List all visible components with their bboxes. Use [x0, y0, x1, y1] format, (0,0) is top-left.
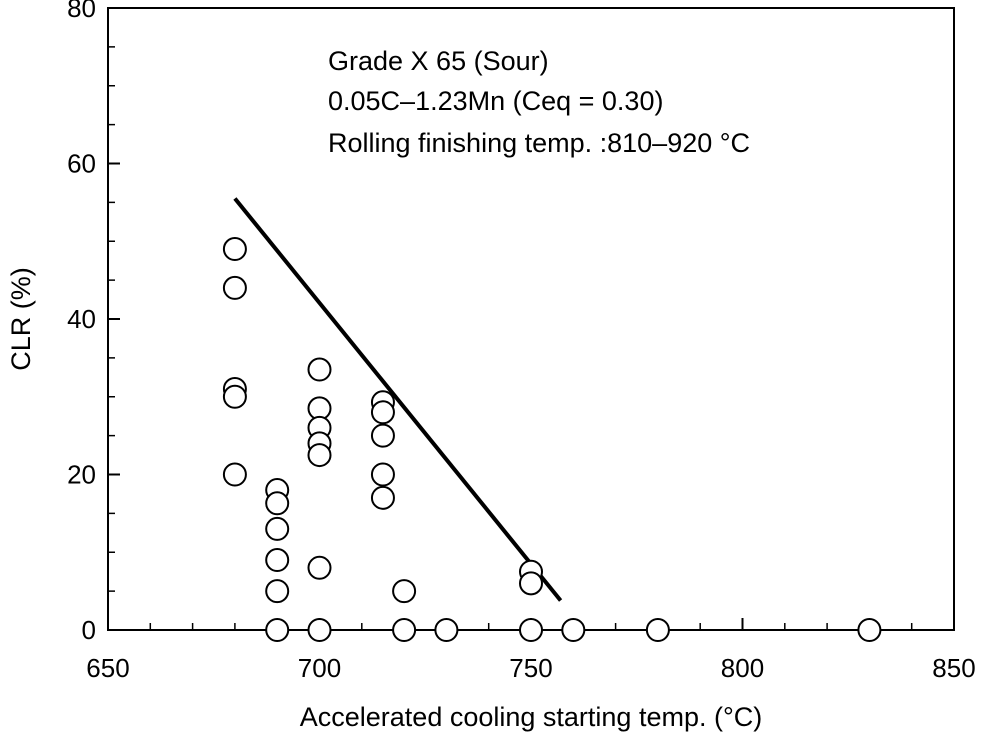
data-point — [222, 384, 247, 409]
y-axis-title: CLR (%) — [6, 267, 36, 371]
trend-line — [233, 197, 563, 602]
x-tick-label: 700 — [298, 653, 341, 683]
annotation-grade: Grade X 65 (Sour) — [328, 46, 549, 76]
y-tick-label: 40 — [67, 304, 96, 334]
data-point — [370, 400, 395, 425]
data-point — [265, 548, 290, 573]
annotation-rolling-temp: Rolling finishing temp. :810–920 °C — [328, 128, 750, 158]
data-points — [222, 237, 882, 642]
data-point — [222, 462, 247, 487]
data-point — [307, 618, 332, 642]
data-point — [434, 618, 459, 642]
y-tick-label: 80 — [67, 0, 96, 23]
data-point — [519, 571, 543, 596]
y-tick-label: 20 — [67, 460, 96, 490]
axis-tick-labels: 650 700 750 800 850 0 20 40 60 80 — [67, 0, 976, 683]
x-tick-label: 650 — [86, 653, 129, 683]
y-tick-label: 60 — [67, 149, 96, 179]
y-tick-label: 0 — [82, 615, 96, 645]
data-point — [307, 443, 332, 468]
data-point — [265, 516, 290, 541]
x-tick-label: 750 — [509, 653, 552, 683]
data-point — [857, 618, 882, 642]
x-tick-label: 850 — [932, 653, 975, 683]
data-point — [307, 555, 332, 580]
data-point — [370, 462, 395, 487]
data-point — [645, 618, 670, 642]
data-point — [265, 579, 290, 604]
data-point — [222, 275, 247, 300]
data-point — [392, 579, 417, 604]
data-point — [370, 423, 395, 448]
data-point — [265, 491, 290, 516]
x-tick-label: 800 — [721, 653, 764, 683]
data-point — [561, 618, 586, 642]
data-point — [370, 485, 395, 510]
data-point — [307, 357, 332, 382]
x-axis-title: Accelerated cooling starting temp. (°C) — [300, 702, 763, 732]
data-point — [222, 237, 247, 262]
data-point — [392, 618, 417, 642]
annotation-composition: 0.05C–1.23Mn (Ceq = 0.30) — [328, 86, 663, 116]
trend-line-group — [233, 197, 563, 602]
data-point — [519, 618, 543, 642]
data-point — [265, 618, 290, 642]
